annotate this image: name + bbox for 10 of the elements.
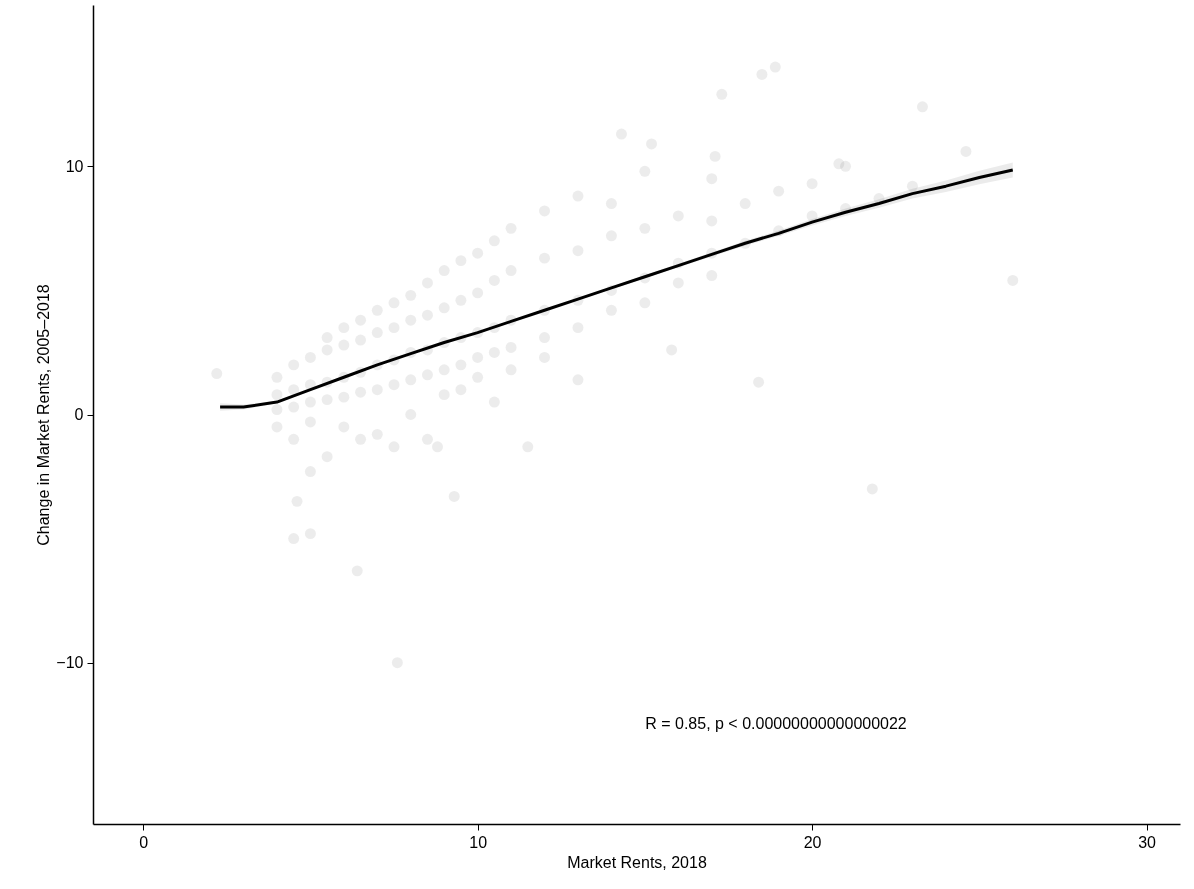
y-tick-label: 0 <box>74 406 84 423</box>
y-tick-label: −10 <box>56 654 84 672</box>
x-axis-title: Market Rents, 2018 <box>567 853 707 871</box>
y-axis-title: Change in Market Rents, 2005–2018 <box>35 284 53 546</box>
x-tick-label: 30 <box>1138 833 1157 851</box>
x-tick-label: 20 <box>803 833 822 851</box>
x-tick-label: 10 <box>469 833 488 851</box>
annotation: R = 0.85, p < 0.00000000000000022 <box>645 715 907 733</box>
x-tick-label: 0 <box>139 833 149 851</box>
y-tick-label: 10 <box>65 157 84 175</box>
